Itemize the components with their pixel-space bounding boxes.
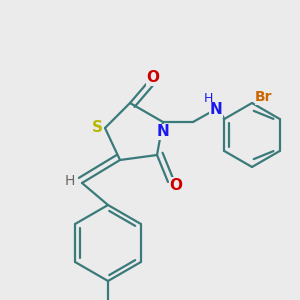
Text: H: H (65, 174, 75, 188)
Text: O: O (169, 178, 182, 193)
Text: S: S (92, 121, 103, 136)
Text: N: N (210, 103, 222, 118)
Text: H: H (203, 92, 213, 104)
Text: Br: Br (255, 90, 273, 104)
Text: N: N (157, 124, 169, 140)
Text: O: O (146, 70, 160, 86)
